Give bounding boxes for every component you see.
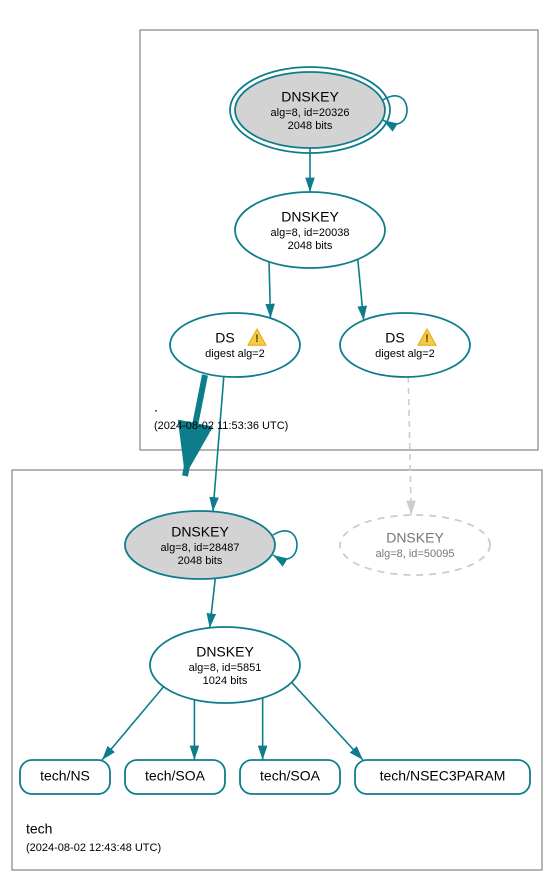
node-label: tech/NS: [40, 768, 90, 784]
node-sub2: 1024 bits: [203, 675, 248, 687]
edge: [292, 682, 363, 760]
node-sub2: 2048 bits: [288, 120, 333, 132]
node-title: DNSKEY: [281, 209, 339, 225]
zone-label-tech: tech: [26, 821, 52, 837]
node-title: DS: [385, 330, 404, 346]
node-sub1: digest alg=2: [375, 348, 435, 360]
node-sub1: alg=8, id=50095: [376, 548, 455, 560]
svg-text:!: !: [255, 333, 259, 345]
edge: [408, 377, 411, 515]
node-rr_soa2: tech/SOA: [240, 760, 340, 794]
edge: [269, 262, 270, 318]
edge: [210, 578, 216, 628]
self-loop: [383, 96, 407, 124]
edge: [102, 687, 164, 760]
node-root_zsk: DNSKEY alg=8, id=200382048 bits: [235, 192, 385, 268]
node-rr_soa1: tech/SOA: [125, 760, 225, 794]
zone-time-root: (2024-08-02 11:53:36 UTC): [154, 420, 288, 432]
node-rr_ns: tech/NS: [20, 760, 110, 794]
node-label: tech/SOA: [145, 768, 206, 784]
node-ds2: DS! digest alg=2: [340, 313, 470, 377]
node-title: DNSKEY: [196, 644, 254, 660]
node-sub1: alg=8, id=20038: [271, 227, 350, 239]
node-title: DNSKEY: [386, 530, 444, 546]
zone-time-tech: (2024-08-02 12:43:48 UTC): [26, 842, 161, 854]
node-label: tech/NSEC3PARAM: [380, 768, 506, 784]
node-ds1: DS! digest alg=2: [170, 313, 300, 377]
zone-label-root: .: [154, 399, 158, 415]
node-sub2: 2048 bits: [178, 555, 223, 567]
node-label: tech/SOA: [260, 768, 321, 784]
node-tech_ksk: DNSKEY alg=8, id=284872048 bits: [125, 511, 297, 579]
node-sub2: 2048 bits: [288, 240, 333, 252]
self-loop: [273, 531, 297, 559]
node-sub1: alg=8, id=20326: [271, 107, 350, 119]
node-tech_zsk: DNSKEY alg=8, id=58511024 bits: [150, 627, 300, 703]
node-root_ksk: DNSKEY alg=8, id=203262048 bits: [230, 67, 407, 153]
node-tech_missing: DNSKEY alg=8, id=50095: [340, 515, 490, 575]
node-title: DNSKEY: [171, 524, 229, 540]
node-sub1: digest alg=2: [205, 348, 265, 360]
node-sub1: alg=8, id=5851: [189, 662, 262, 674]
node-title: DNSKEY: [281, 89, 339, 105]
node-rr_nsec: tech/NSEC3PARAM: [355, 760, 530, 794]
node-sub1: alg=8, id=28487: [161, 542, 240, 554]
svg-text:!: !: [425, 333, 429, 345]
edge: [358, 259, 364, 320]
node-title: DS: [215, 330, 234, 346]
edge: [213, 377, 224, 512]
